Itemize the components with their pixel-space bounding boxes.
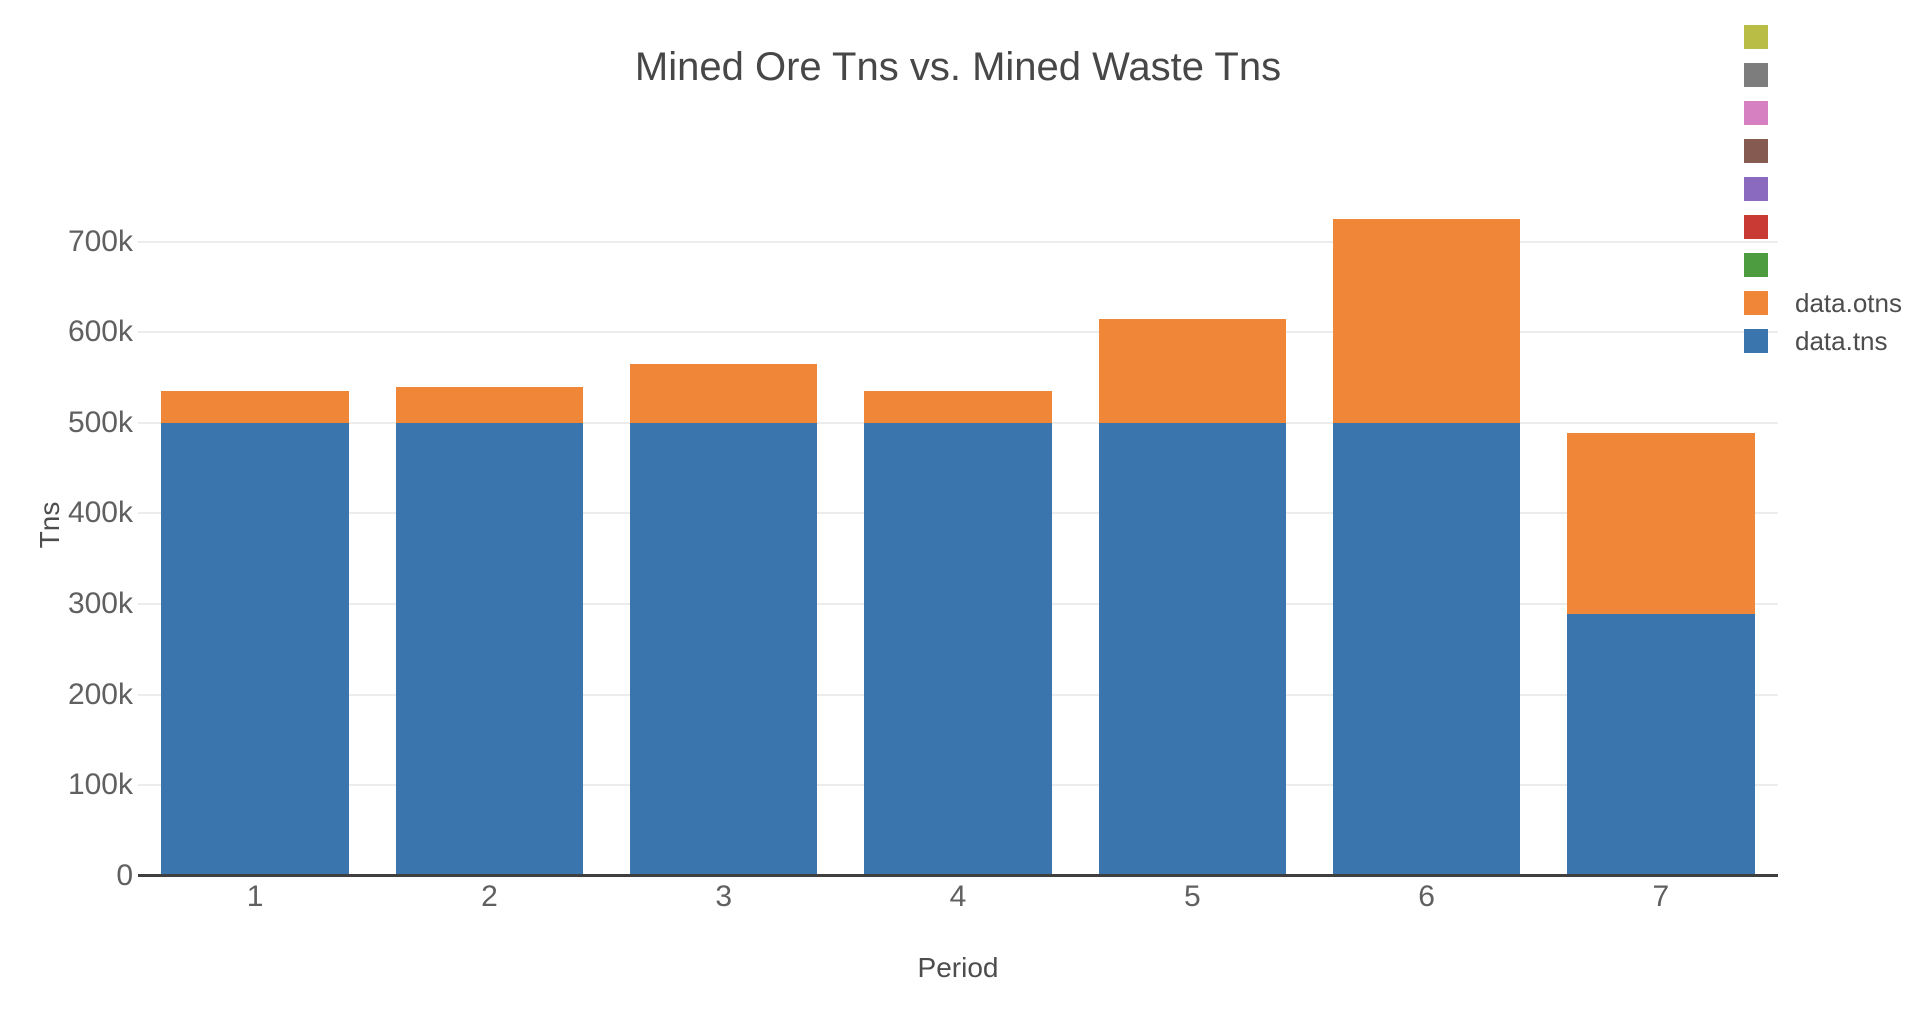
x-axis-line: [138, 874, 1778, 877]
bar-data.otns-period-6[interactable]: [1332, 218, 1521, 423]
bar-data.otns-period-2[interactable]: [395, 386, 584, 423]
plot-area: [138, 160, 1778, 877]
legend-item-blue[interactable]: data.tns: [1744, 326, 1902, 356]
legend-swatch-olive: [1744, 25, 1768, 49]
legend-swatch-red: [1744, 215, 1768, 239]
y-tick-label-500k: 500k: [67, 405, 133, 439]
x-tick-label-7: 7: [1652, 880, 1670, 913]
bar-data.tns-period-4[interactable]: [864, 422, 1052, 876]
legend-item-orange[interactable]: data.otns: [1744, 288, 1902, 318]
y-tick-label-300k: 300k: [67, 587, 133, 621]
x-tick-label-1: 1: [246, 880, 264, 913]
bar-data.tns-period-7[interactable]: [1567, 614, 1755, 876]
bar-data.otns-period-1[interactable]: [161, 391, 349, 423]
legend-item-olive[interactable]: [1744, 25, 1902, 49]
legend-swatch-orange: [1744, 291, 1768, 315]
legend-swatch-gray: [1744, 63, 1768, 87]
y-tick-label-0: 0: [116, 859, 133, 892]
legend-swatch-pink: [1744, 101, 1768, 125]
legend-item-purple[interactable]: [1744, 177, 1902, 201]
bar-data.otns-period-5[interactable]: [1098, 318, 1286, 423]
bar-data.tns-period-1[interactable]: [161, 422, 349, 876]
legend-item-green[interactable]: [1744, 253, 1902, 277]
x-tick-label-5: 5: [1183, 880, 1201, 913]
legend-swatch-green: [1744, 253, 1768, 277]
y-tick-label-100k: 100k: [67, 768, 133, 802]
bar-data.otns-period-7[interactable]: [1567, 432, 1755, 615]
x-tick-label-6: 6: [1418, 880, 1435, 913]
bar-data.tns-period-6[interactable]: [1332, 422, 1521, 876]
x-tick-label-3: 3: [715, 880, 733, 913]
legend-swatch-purple: [1744, 177, 1768, 201]
bar-data.tns-period-2[interactable]: [395, 422, 584, 876]
x-tick-label-4: 4: [949, 880, 967, 913]
legend-label-orange: data.otns: [1795, 288, 1902, 318]
bar-data.otns-period-3[interactable]: [630, 363, 818, 423]
legend-item-pink[interactable]: [1744, 101, 1902, 125]
y-tick-label-700k: 700k: [67, 224, 133, 258]
bar-data.tns-period-5[interactable]: [1098, 422, 1286, 876]
y-tick-label-400k: 400k: [67, 496, 133, 530]
y-tick-label-200k: 200k: [67, 677, 133, 711]
chart-title: Mined Ore Tns vs. Mined Waste Tns: [634, 45, 1282, 89]
legend-item-brown[interactable]: [1744, 139, 1902, 163]
legend-swatch-blue: [1744, 329, 1768, 353]
bar-data.tns-period-3[interactable]: [630, 422, 818, 876]
legend-item-red[interactable]: [1744, 215, 1902, 239]
y-tick-label-600k: 600k: [67, 315, 133, 349]
legend-swatch-brown: [1744, 139, 1768, 163]
x-axis-title: Period: [917, 952, 999, 983]
gridline-700k: [138, 240, 1778, 243]
legend-label-blue: data.tns: [1795, 326, 1888, 356]
gridline-600k: [138, 331, 1778, 334]
bar-data.otns-period-4[interactable]: [864, 391, 1052, 423]
legend-item-gray[interactable]: [1744, 63, 1902, 87]
x-tick-label-2: 2: [481, 880, 498, 913]
legend: data.otns data.tns: [1744, 25, 1902, 367]
